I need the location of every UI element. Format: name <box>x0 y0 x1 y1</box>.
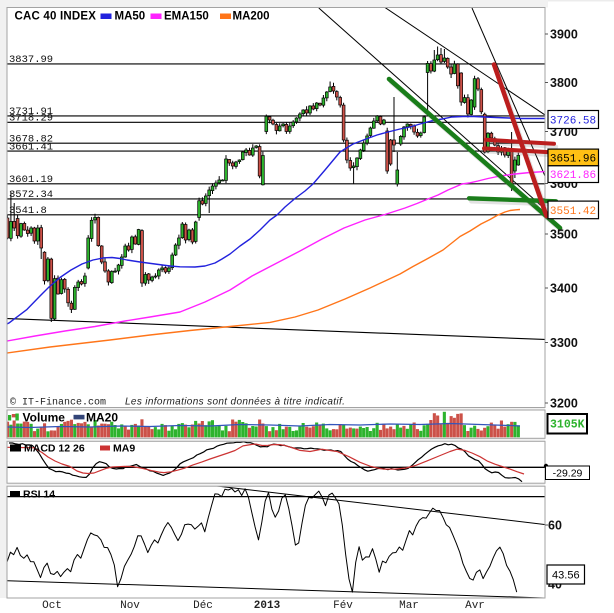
svg-text:43.56: 43.56 <box>552 570 580 582</box>
svg-text:3551.42: 3551.42 <box>550 206 596 218</box>
svg-text:Déc: Déc <box>193 600 213 612</box>
svg-text:MACD 12 26: MACD 12 26 <box>24 443 85 455</box>
svg-text:Fév: Fév <box>333 600 353 612</box>
svg-text:3541.8: 3541.8 <box>9 205 47 217</box>
svg-text:3572.34: 3572.34 <box>9 189 53 201</box>
svg-text:3621.86: 3621.86 <box>550 170 596 182</box>
svg-text:3500: 3500 <box>550 228 578 242</box>
svg-text:MA9: MA9 <box>113 443 135 455</box>
svg-text:RSI 14: RSI 14 <box>23 489 55 501</box>
svg-text:3400: 3400 <box>550 282 578 296</box>
svg-text:3800: 3800 <box>550 76 578 90</box>
svg-text:3105K: 3105K <box>550 419 585 432</box>
svg-text:Oct: Oct <box>42 600 62 612</box>
svg-text:Volume: Volume <box>23 411 66 425</box>
svg-text:3900: 3900 <box>550 28 578 42</box>
svg-text:3661.41: 3661.41 <box>9 141 53 153</box>
svg-text:2013: 2013 <box>254 600 281 612</box>
svg-text:MA50: MA50 <box>115 11 146 23</box>
svg-text:CAC 40 INDEX: CAC 40 INDEX <box>15 11 97 23</box>
svg-text:3601.19: 3601.19 <box>9 174 53 186</box>
svg-text:3731.91: 3731.91 <box>9 106 53 118</box>
svg-text:Mar: Mar <box>399 600 419 612</box>
svg-text:EMA150: EMA150 <box>164 11 209 23</box>
svg-text:MA200: MA200 <box>233 11 270 23</box>
svg-text:© IT-Finance.com: © IT-Finance.com <box>10 397 106 409</box>
svg-text:3300: 3300 <box>550 336 578 350</box>
svg-text:Avr: Avr <box>465 600 485 612</box>
svg-text:3837.99: 3837.99 <box>9 54 53 66</box>
svg-text:3726.58: 3726.58 <box>550 116 596 128</box>
svg-text:Nov: Nov <box>120 600 140 612</box>
svg-text:-29.29: -29.29 <box>553 467 583 479</box>
svg-text:3718.29: 3718.29 <box>9 113 53 125</box>
svg-text:Les informations sont données: Les informations sont données à titre in… <box>125 397 345 408</box>
svg-text:3200: 3200 <box>550 397 578 411</box>
svg-text:3651.96: 3651.96 <box>550 153 596 165</box>
svg-text:MA20: MA20 <box>86 411 118 425</box>
svg-text:3678.82: 3678.82 <box>9 133 53 145</box>
svg-text:60: 60 <box>548 519 562 533</box>
